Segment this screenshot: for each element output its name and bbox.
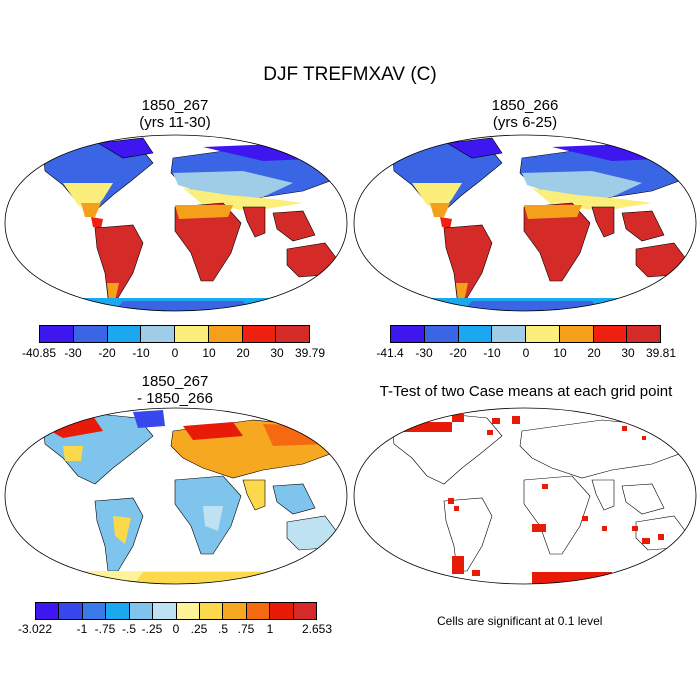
panel-2-title: 1850_266 (yrs 6-25) <box>410 97 640 131</box>
panel-1-title: 1850_267 (yrs 11-30) <box>60 97 290 131</box>
colorbar-3-segment <box>199 603 224 619</box>
colorbar-1-tick-label: -10 <box>132 346 150 360</box>
colorbar-3-tick-label: -.5 <box>121 622 137 636</box>
colorbar-2-tick-label: -30 <box>415 346 433 360</box>
colorbar-2-tick-label: 39.81 <box>645 346 677 360</box>
colorbar-2-segment <box>458 326 493 342</box>
panel-4-title-line1: T-Test of two Case means at each grid po… <box>379 383 673 400</box>
colorbar-3-tick-label: 0 <box>172 622 180 636</box>
colorbar-1-tick-label: 30 <box>270 346 284 360</box>
colorbar-2-tick-label: 30 <box>621 346 635 360</box>
colorbar-2-segment <box>627 326 660 342</box>
colorbar-1-segment <box>73 326 108 342</box>
colorbar-3-tick-label: -.75 <box>94 622 116 636</box>
colorbar-3-segment <box>129 603 154 619</box>
panel-1-title-line1: 1850_267 <box>141 97 209 114</box>
colorbar-2-tick-label: 0 <box>522 346 530 360</box>
colorbar-3-tick-label: -1 <box>76 622 88 636</box>
colorbar-1-tick-label: 20 <box>236 346 250 360</box>
colorbar-3-tick-label: .25 <box>190 622 208 636</box>
colorbar-1-tick-label: -40.85 <box>21 346 57 360</box>
colorbar-3-tick-label: -3.022 <box>17 622 53 636</box>
colorbar-2-segment <box>559 326 594 342</box>
panel-1-title-line2: (yrs 11-30) <box>139 114 211 131</box>
panel-3-title: 1850_267 - 1850_266 <box>60 373 290 407</box>
colorbar-3-segment <box>223 603 247 619</box>
colorbar-2-segment <box>526 326 560 342</box>
panel-2-title-line2: (yrs 6-25) <box>492 114 558 131</box>
colorbar-2-segment <box>424 326 459 342</box>
colorbar-3-tick-label: .5 <box>217 622 229 636</box>
colorbar-2-segment <box>391 326 425 342</box>
colorbar-3-segment <box>270 603 294 619</box>
colorbar-panel-3 <box>35 602 317 620</box>
colorbar-3-segment <box>293 603 317 619</box>
map-panel-4-ttest <box>353 407 697 585</box>
panel-3-title-line2: - 1850_266 <box>137 390 213 407</box>
colorbar-3-segment <box>246 603 271 619</box>
colorbar-3-segment <box>59 603 83 619</box>
colorbar-2-tick-label: -10 <box>483 346 501 360</box>
colorbar-1-segment <box>40 326 74 342</box>
colorbar-1-segment <box>208 326 243 342</box>
colorbar-3-segment <box>82 603 107 619</box>
colorbar-2-segment <box>492 326 526 342</box>
significance-note: Cells are significant at 0.1 level <box>437 614 603 628</box>
colorbar-3-tick-label: 1 <box>266 622 274 636</box>
colorbar-1-segment <box>175 326 209 342</box>
colorbar-1-segment <box>141 326 175 342</box>
colorbar-2-tick-label: 20 <box>587 346 601 360</box>
colorbar-1-tick-label: -20 <box>98 346 116 360</box>
panel-4-title: T-Test of two Case means at each grid po… <box>353 383 699 400</box>
colorbar-1-tick-label: 39.79 <box>294 346 326 360</box>
map-panel-2 <box>353 134 697 312</box>
colorbar-3-segment <box>176 603 200 619</box>
colorbar-3-segment <box>153 603 177 619</box>
colorbar-3-segment <box>106 603 130 619</box>
colorbar-3-segment <box>36 603 60 619</box>
colorbar-3-tick-label: 2.653 <box>301 622 333 636</box>
colorbar-2-segment <box>593 326 628 342</box>
colorbar-panel-1 <box>39 325 310 343</box>
colorbar-2-tick-label: -20 <box>449 346 467 360</box>
colorbar-1-tick-label: 10 <box>202 346 216 360</box>
map-panel-3-difference <box>4 407 348 585</box>
panel-3-title-line1: 1850_267 <box>141 373 209 390</box>
figure-title: DJF TREFMXAV (C) <box>263 64 437 85</box>
colorbar-3-tick-label: -.25 <box>141 622 163 636</box>
colorbar-1-tick-label: 0 <box>171 346 179 360</box>
colorbar-2-tick-label: -41.4 <box>376 346 404 360</box>
colorbar-3-tick-label: .75 <box>237 622 255 636</box>
panel-2-title-line1: 1850_266 <box>491 97 559 114</box>
colorbar-2-tick-label: 10 <box>553 346 567 360</box>
colorbar-1-segment <box>276 326 309 342</box>
colorbar-panel-2 <box>390 325 661 343</box>
colorbar-1-segment <box>242 326 277 342</box>
colorbar-1-tick-label: -30 <box>64 346 82 360</box>
map-panel-1 <box>4 134 348 312</box>
colorbar-1-segment <box>107 326 142 342</box>
